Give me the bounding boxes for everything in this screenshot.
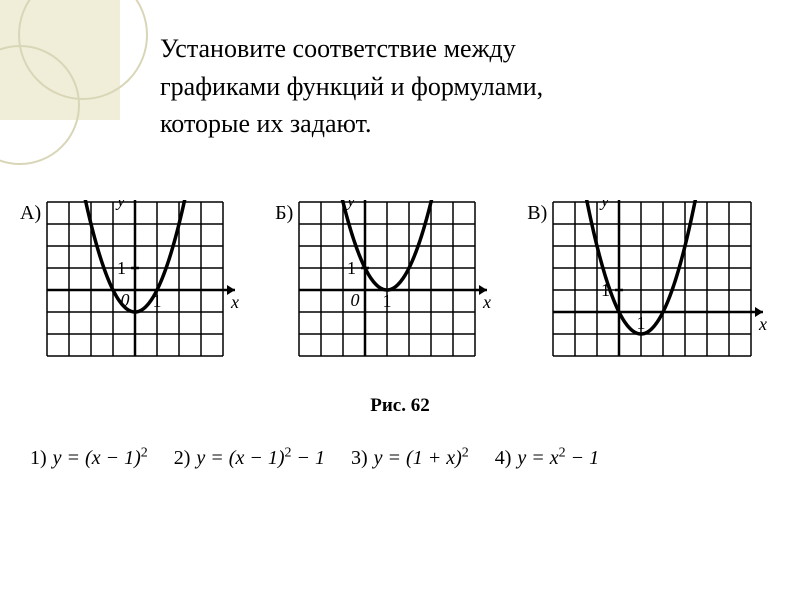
- formula-option-number: 1): [30, 447, 47, 469]
- task-text-line3: которые их задают.: [160, 109, 371, 138]
- charts-row: А) y x 0 1 1 Б) y x 0 1 1 В) y x 1 1: [20, 200, 780, 368]
- formula-option-4: 4)y = x2 − 1: [495, 445, 599, 470]
- formula-option-number: 2): [174, 447, 191, 469]
- task-text-line2: графиками функций и формулами,: [160, 72, 543, 101]
- corner-decoration: [0, 0, 170, 170]
- formula-option-1: 1) y = (x − 1)2: [30, 445, 148, 470]
- formula-option-number: 3): [351, 447, 368, 469]
- task-text-line1: Установите соответствие между: [160, 34, 516, 63]
- formula-option-2: 2)y = (x − 1)2 − 1: [174, 445, 325, 470]
- y-axis-label: y: [599, 200, 609, 210]
- figure-caption-text: Рис. 62: [370, 395, 430, 416]
- y-axis-label: y: [345, 200, 355, 210]
- chart-label: В): [527, 202, 547, 225]
- formula-option-body: y = (x − 1)2: [53, 447, 148, 469]
- chart-svg: y x 0 1 1: [45, 200, 245, 368]
- task-text: Установите соответствие между графиками …: [160, 30, 750, 143]
- chart-label: Б): [275, 202, 293, 225]
- origin-label: 0: [351, 290, 360, 310]
- x-tick-label: 1: [637, 313, 646, 333]
- figure-caption: Рис. 62: [0, 395, 800, 417]
- chart-svg: y x 1 1: [551, 200, 773, 368]
- y-axis-label: y: [115, 200, 125, 210]
- x-tick-label: 1: [153, 291, 162, 311]
- formula-option-body: y = (1 + x)2: [374, 447, 469, 469]
- formula-option-body: y = (x − 1)2 − 1: [196, 447, 325, 469]
- y-tick-label: 1: [117, 258, 126, 278]
- x-tick-label: 1: [383, 291, 392, 311]
- formula-option-3: 3) y = (1 + x)2: [351, 445, 469, 470]
- y-tick-label: 1: [601, 280, 610, 300]
- x-axis-label: x: [482, 292, 491, 312]
- x-axis-label: x: [758, 314, 767, 334]
- chart-block-B: Б) y x 0 1 1: [275, 200, 497, 368]
- formula-option-number: 4): [495, 447, 512, 469]
- origin-label: 0: [121, 290, 130, 310]
- formulas-row: 1) y = (x − 1)2 2)y = (x − 1)2 − 1 3) y = (1…: [30, 445, 770, 470]
- chart-svg: y x 0 1 1: [297, 200, 497, 368]
- chart-block-A: А) y x 0 1 1: [20, 200, 245, 368]
- chart-label: А): [20, 202, 41, 225]
- formula-option-body: y = x2 − 1: [517, 447, 599, 469]
- x-axis-label: x: [230, 292, 239, 312]
- y-tick-label: 1: [347, 258, 356, 278]
- chart-block-C: В) y x 1 1: [527, 200, 773, 368]
